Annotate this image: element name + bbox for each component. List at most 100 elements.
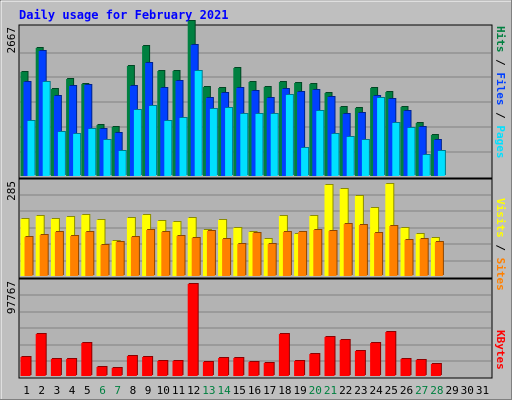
bar-sites	[161, 232, 170, 276]
panel2-legend: Visits / Sites	[494, 198, 507, 291]
bar-pages	[194, 71, 202, 176]
bar-files	[403, 111, 411, 176]
legend-sites: Sites	[494, 258, 507, 291]
bar-sites	[176, 236, 185, 276]
bar-sites	[222, 239, 231, 276]
bar-files	[99, 129, 107, 176]
x-tick-label: 19	[293, 384, 306, 397]
bar-kbytes	[157, 361, 168, 376]
legend-files: Files	[494, 72, 507, 105]
bar-sites	[85, 232, 94, 276]
x-tick-label: 17	[263, 384, 276, 397]
bar-sites	[389, 226, 398, 276]
bar-pages	[179, 118, 187, 176]
bar-sites	[206, 231, 215, 276]
panel2-ymax-label: 285	[5, 181, 18, 201]
bar-pages	[255, 114, 263, 176]
x-tick-label: 24	[369, 384, 383, 397]
bar-kbytes	[248, 362, 259, 376]
bar-pages	[42, 82, 50, 176]
bar-pages	[88, 129, 96, 176]
legend-sep: /	[494, 106, 507, 126]
bar-files	[23, 82, 31, 176]
bar-files	[221, 93, 229, 176]
bar-sites	[24, 237, 33, 276]
bar-files	[53, 96, 61, 176]
bar-kbytes	[50, 359, 61, 376]
bar-files	[342, 114, 350, 176]
x-tick-label: 18	[278, 384, 291, 397]
bar-pages	[73, 134, 81, 176]
x-tick-label: 9	[145, 384, 152, 397]
x-tick-label: 12	[187, 384, 200, 397]
x-tick-label: 11	[172, 384, 185, 397]
bar-pages	[331, 134, 339, 176]
bar-kbytes	[35, 334, 46, 376]
bar-sites	[130, 237, 139, 276]
bar-files	[160, 88, 168, 176]
x-tick-label: 8	[130, 384, 137, 397]
bar-sites	[328, 231, 337, 276]
x-tick-label: 23	[354, 384, 367, 397]
bar-kbytes	[430, 364, 441, 376]
x-tick-label: 25	[385, 384, 398, 397]
bar-files	[114, 133, 122, 176]
bar-kbytes	[96, 367, 107, 376]
bar-pages	[149, 106, 157, 176]
bar-sites	[313, 230, 322, 276]
x-tick-label: 26	[400, 384, 413, 397]
bar-pages	[118, 151, 126, 176]
x-tick-label: 15	[233, 384, 246, 397]
bar-pages	[133, 110, 141, 176]
x-tick-label: 6	[99, 384, 106, 397]
bar-files	[84, 85, 92, 176]
bar-pages	[361, 140, 369, 176]
bar-kbytes	[233, 358, 244, 376]
x-tick-label: 5	[84, 384, 91, 397]
bar-kbytes	[218, 358, 229, 376]
bar-files	[357, 113, 365, 176]
bar-sites	[146, 230, 155, 276]
x-tick-label: 14	[217, 384, 231, 397]
bar-sites	[54, 232, 63, 276]
bar-files	[266, 98, 274, 176]
bar-sites	[343, 224, 352, 276]
bar-sites	[115, 242, 124, 276]
bar-sites	[419, 239, 428, 276]
bar-files	[205, 98, 213, 176]
bar-files	[281, 89, 289, 176]
x-tick-label: 3	[54, 384, 61, 397]
x-tick-label: 30	[461, 384, 474, 397]
legend-sep: /	[494, 53, 507, 73]
bar-sites	[282, 232, 291, 276]
x-tick-label: 27	[415, 384, 428, 397]
bar-pages	[103, 140, 111, 176]
bar-visits	[324, 185, 333, 276]
bar-sites	[298, 232, 307, 276]
bar-kbytes	[400, 359, 411, 376]
panel1-ymax-label: 2667	[5, 27, 18, 54]
bar-pages	[240, 114, 248, 176]
bar-pages	[407, 128, 415, 176]
bar-kbytes	[370, 343, 381, 376]
panel3-ymax-label: 97767	[5, 281, 18, 314]
bar-sites	[100, 245, 109, 276]
x-tick-label: 22	[339, 384, 352, 397]
bar-files	[388, 99, 396, 176]
bar-kbytes	[111, 368, 122, 376]
bar-kbytes	[126, 356, 137, 376]
bars-layer	[20, 20, 446, 376]
bar-files	[418, 127, 426, 176]
bar-kbytes	[81, 343, 92, 376]
bar-sites	[191, 238, 200, 276]
bar-pages	[270, 114, 278, 176]
bar-sites	[39, 235, 48, 276]
bar-kbytes	[309, 354, 320, 376]
x-tick-label: 28	[430, 384, 443, 397]
x-axis-labels: 1 2 3 4 5 6 7 8 9 10 11 12 13 14 15 16 17 18 19 20 21 22 23 24 2…	[23, 384, 489, 397]
bar-files	[38, 51, 46, 176]
bar-kbytes	[354, 351, 365, 376]
x-tick-label: 21	[324, 384, 337, 397]
bar-kbytes	[324, 337, 335, 376]
